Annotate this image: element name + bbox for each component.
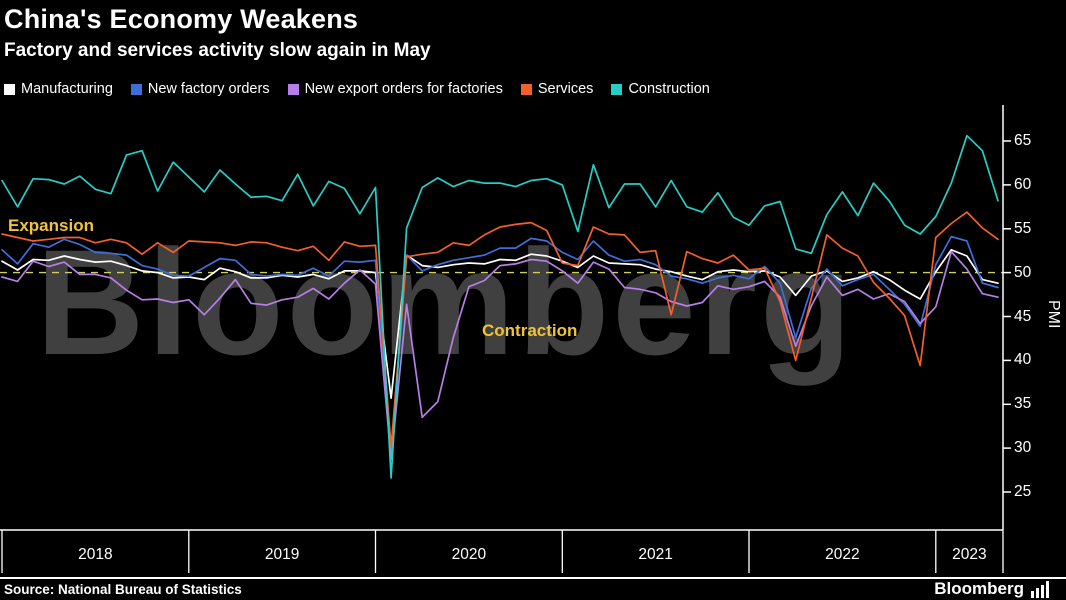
y-tick-label-35: 35 <box>1014 395 1032 413</box>
legend-label-manufacturing: Manufacturing <box>21 81 113 97</box>
y-tick-label-25: 25 <box>1014 483 1032 500</box>
chart-subtitle: Factory and services activity slow again… <box>4 40 431 61</box>
legend-label-construction: Construction <box>628 81 710 97</box>
legend-item-services: Services <box>520 81 594 97</box>
source-note: Source: National Bureau of Statistics <box>4 582 242 597</box>
y-tick-label-60: 60 <box>1014 175 1032 193</box>
y-tick-label-65: 65 <box>1014 132 1032 149</box>
x-tick-label-2019: 2019 <box>264 546 300 563</box>
y-tick-label-55: 55 <box>1014 219 1032 237</box>
bloomberg-logo: Bloomberg <box>934 579 1052 599</box>
legend-item-new-export-orders-for-factories: New export orders for factories <box>287 81 503 97</box>
legend-label-services: Services <box>537 81 594 97</box>
legend-label-new-export-orders-for-factories: New export orders for factories <box>304 81 503 97</box>
bloomberg-logo-text: Bloomberg <box>934 579 1024 598</box>
series-line-services <box>1 211 999 449</box>
x-tick-label-2022: 2022 <box>825 546 860 563</box>
y-tick-label-40: 40 <box>1014 351 1032 369</box>
x-tick-label-2020: 2020 <box>451 546 487 563</box>
legend-swatch-new-factory-orders <box>130 83 142 95</box>
x-tick-label-2021: 2021 <box>638 546 673 563</box>
series-line-new-factory-orders <box>1 235 999 456</box>
legend-swatch-manufacturing <box>4 83 15 95</box>
footer-divider <box>0 577 1066 579</box>
contraction-label: Contraction <box>482 321 578 340</box>
legend-swatch-services <box>520 83 532 95</box>
series-line-construction <box>1 134 999 479</box>
legend-label-new-factory-orders: New factory orders <box>147 81 270 97</box>
legend-item-construction: Construction <box>611 81 710 97</box>
y-tick-label-45: 45 <box>1014 307 1032 325</box>
series-line-new-export-orders-for-factories <box>1 250 999 461</box>
y-tick-label-50: 50 <box>1014 263 1032 281</box>
legend-item-new-factory-orders: New factory orders <box>130 81 270 97</box>
expansion-label: Expansion <box>8 216 94 235</box>
legend-swatch-construction <box>611 83 623 95</box>
legend: Manufacturing New factory orders New expor… <box>4 81 710 97</box>
legend-swatch-new-export-orders-for-factories <box>287 83 299 95</box>
x-tick-label-2023: 2023 <box>952 546 987 563</box>
x-tick-label-2018: 2018 <box>78 546 113 563</box>
legend-item-manufacturing: Manufacturing <box>4 81 113 97</box>
chart-title: China's Economy Weakens <box>4 4 359 34</box>
y-axis-title: PMI <box>1045 300 1062 329</box>
y-tick-label-30: 30 <box>1014 439 1032 457</box>
bloomberg-chart-icon <box>1031 580 1049 598</box>
